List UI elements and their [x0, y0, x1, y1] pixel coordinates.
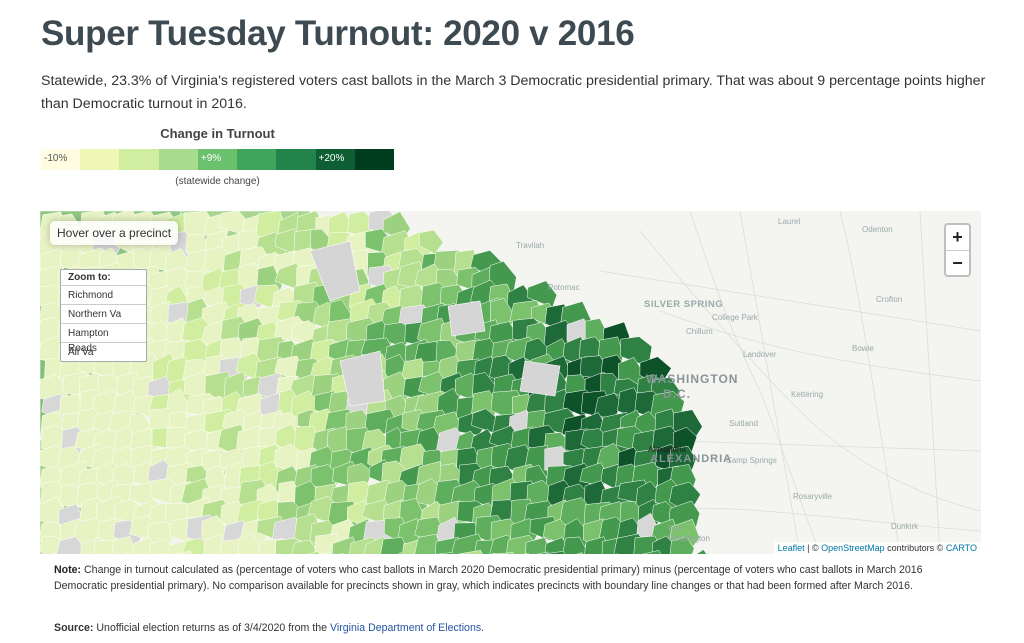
- place-odenton: Odenton: [862, 225, 893, 234]
- precinct-map[interactable]: Hover over a precinct Zoom to: Richmond …: [40, 211, 981, 554]
- precinct-shape[interactable]: [181, 537, 211, 554]
- place-rosaryville: Rosaryville: [793, 492, 833, 501]
- osm-link[interactable]: OpenStreetMap: [821, 543, 885, 553]
- place-fort-washington: Fort Washington: [668, 524, 710, 543]
- map-canvas[interactable]: [40, 211, 981, 554]
- precinct-shape[interactable]: [414, 533, 441, 554]
- source-end: .: [481, 622, 485, 634]
- page-title: Super Tuesday Turnout: 2020 v 2016: [41, 14, 635, 53]
- zoom-all-va[interactable]: All Va: [61, 342, 146, 361]
- precinct-shape[interactable]: [633, 550, 666, 554]
- precinct-shape[interactable]: [112, 536, 137, 554]
- legend-swatch: [354, 149, 394, 170]
- precinct-shape[interactable]: [506, 552, 536, 554]
- precinct-shape[interactable]: [169, 550, 200, 554]
- legend-title: Change in Turnout: [160, 126, 275, 141]
- source-link[interactable]: Virginia Department of Elections: [330, 622, 482, 634]
- place-potomac: Potomac: [548, 283, 580, 292]
- place-bowie: Bowie: [852, 344, 874, 353]
- place-washington: WASHINGTON: [646, 372, 739, 386]
- source-body: Unofficial election returns as of 3/4/20…: [96, 622, 330, 634]
- carto-link[interactable]: CARTO: [945, 543, 977, 553]
- precinct-shape[interactable]: [112, 551, 140, 554]
- precinct-shape[interactable]: [669, 536, 695, 554]
- legend-color-scale: -10% +9% +20%: [41, 149, 394, 170]
- legend-swatch: [119, 149, 159, 170]
- place-silver-spring: SILVER SPRING: [644, 299, 724, 310]
- precinct-shape[interactable]: [594, 393, 623, 421]
- place-dunkirk: Dunkirk: [891, 522, 919, 531]
- legend-swatch: [237, 149, 277, 170]
- attrib-sep: | ©: [804, 543, 822, 553]
- leaflet-link[interactable]: Leaflet: [777, 543, 805, 553]
- precinct-shape[interactable]: [56, 536, 84, 554]
- precinct-shape[interactable]: [527, 280, 558, 308]
- zoom-control: + −: [944, 223, 971, 277]
- precinct-shape-no-data[interactable]: [339, 350, 386, 407]
- legend-swatch: [158, 149, 198, 170]
- intro-text: Statewide, 23.3% of Virginia's registere…: [41, 73, 986, 112]
- precinct-shape[interactable]: [690, 549, 713, 554]
- precinct-shape[interactable]: [380, 537, 408, 554]
- legend-swatch: +9%: [197, 149, 238, 170]
- note-body: Change in turnout calculated as (percent…: [54, 564, 923, 592]
- precinct-shape-no-data[interactable]: [309, 240, 361, 302]
- precinct-shape[interactable]: [329, 553, 353, 554]
- precinct-shape[interactable]: [525, 537, 552, 555]
- place-kettering: Kettering: [791, 390, 824, 399]
- hover-info-box: Hover over a precinct: [50, 221, 179, 245]
- precinct-shape[interactable]: [386, 552, 409, 554]
- place-dc: D.C.: [663, 387, 691, 401]
- precinct-shape-no-data[interactable]: [447, 300, 486, 337]
- legend-label-min: -10%: [44, 153, 68, 164]
- zoom-out-button[interactable]: −: [946, 250, 969, 275]
- precinct-shape[interactable]: [418, 229, 444, 255]
- legend-swatch: -10%: [41, 149, 81, 170]
- source-label: Source:: [54, 622, 94, 634]
- precinct-shape[interactable]: [620, 336, 653, 368]
- zoom-to-title: Zoom to:: [68, 272, 111, 283]
- precinct-shape[interactable]: [544, 551, 572, 554]
- note-label: Note:: [54, 564, 82, 576]
- precinct-shape[interactable]: [435, 552, 466, 555]
- precinct-shape[interactable]: [560, 552, 591, 555]
- place-alexandria: ALEXANDRIA: [650, 453, 733, 465]
- legend-label-mid: +9%: [200, 153, 222, 164]
- zoom-to-menu: Zoom to: Richmond Northern Va Hampton Ro…: [60, 269, 147, 362]
- precinct-shape[interactable]: [148, 553, 176, 554]
- zoom-hampton-roads[interactable]: Hampton Roads: [61, 323, 146, 354]
- precinct-shape[interactable]: [562, 536, 588, 554]
- place-crofton: Crofton: [876, 295, 903, 304]
- legend-swatch: +20%: [315, 149, 355, 170]
- place-alexandria-marker: Alexandria: [648, 445, 686, 454]
- precinct-shape[interactable]: [293, 551, 326, 555]
- place-college-park: College Park: [712, 313, 758, 322]
- legend-swatch: [80, 149, 120, 170]
- precinct-shape[interactable]: [40, 552, 66, 554]
- place-suitland: Suitland: [729, 419, 758, 428]
- precinct-shape[interactable]: [291, 539, 319, 554]
- legend-swatch: [276, 149, 316, 170]
- zoom-richmond[interactable]: Richmond: [61, 285, 146, 304]
- source-text: Source: Unofficial election returns as o…: [54, 622, 484, 634]
- precinct-shape[interactable]: [458, 550, 488, 554]
- place-laurel: Laurel: [778, 217, 801, 226]
- zoom-northern-va[interactable]: Northern Va: [61, 304, 146, 323]
- place-landover: Landover: [743, 350, 777, 359]
- map-attribution: Leaflet | © OpenStreetMap contributors ©…: [773, 542, 981, 554]
- place-chillum: Chillum: [686, 327, 713, 336]
- place-camp-springs: Camp Springs: [726, 456, 777, 465]
- place-travilah: Travilah: [516, 241, 545, 250]
- legend-note: (statewide change): [175, 176, 260, 187]
- precinct-shape[interactable]: [492, 552, 519, 555]
- precinct-shape[interactable]: [311, 551, 341, 554]
- legend-label-max: +20%: [318, 153, 345, 164]
- precinct-shape[interactable]: [237, 533, 262, 554]
- precinct-shape-no-data[interactable]: [519, 360, 561, 397]
- precinct-shape[interactable]: [219, 553, 248, 554]
- note-text: Note: Change in turnout calculated as (p…: [54, 563, 974, 594]
- zoom-in-button[interactable]: +: [952, 227, 963, 247]
- attrib-contrib: contributors ©: [884, 543, 946, 553]
